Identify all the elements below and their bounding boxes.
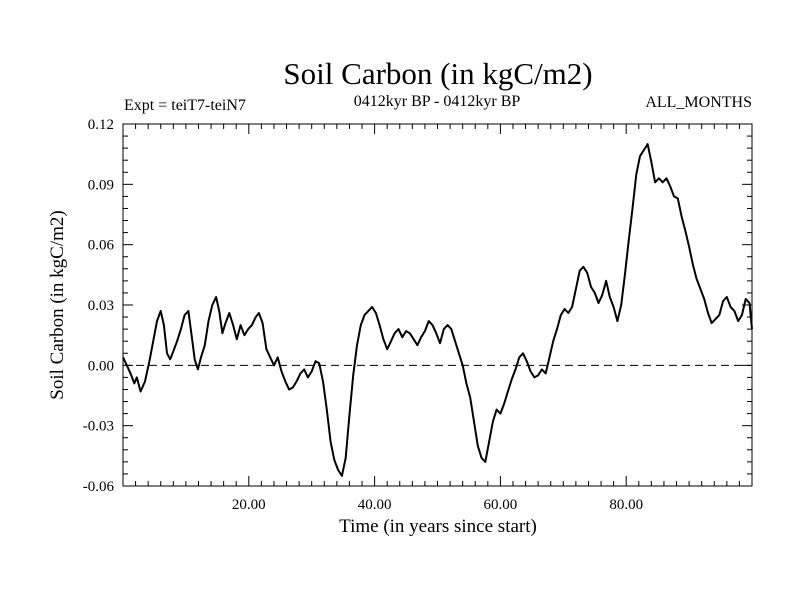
y-tick-label: -0.06 [83,479,115,495]
series-line-soil-carbon [122,143,753,477]
tick-labels: 20.00 40.00 60.00 80.00 0.12 0.09 0.06 0.03 0.00… [83,117,643,513]
ticks [122,123,753,487]
y-tick-label: 0.09 [88,177,114,193]
x-tick-label: 80.00 [609,497,643,513]
experiment-label: Expt = teiT7-teiN7 [124,97,246,114]
months-label: ALL_MONTHS [645,94,752,111]
y-axis-label: Soil Carbon (in kgC/m2) [47,210,68,399]
y-tick-label: 0.00 [88,358,114,374]
y-tick-label: -0.03 [83,419,114,435]
chart-title: Soil Carbon (in kgC/m2) [283,56,592,91]
x-axis-label: Time (in years since start) [339,516,537,537]
x-tick-label: 40.00 [358,497,392,513]
y-tick-label: 0.06 [88,238,115,254]
x-tick-label: 20.00 [232,497,266,513]
y-tick-label: 0.03 [88,298,114,314]
plot-frame [122,123,753,487]
period-label: 0412kyr BP - 0412kyr BP [354,93,521,110]
y-tick-label: 0.12 [88,117,114,133]
x-tick-label: 60.00 [484,497,518,513]
